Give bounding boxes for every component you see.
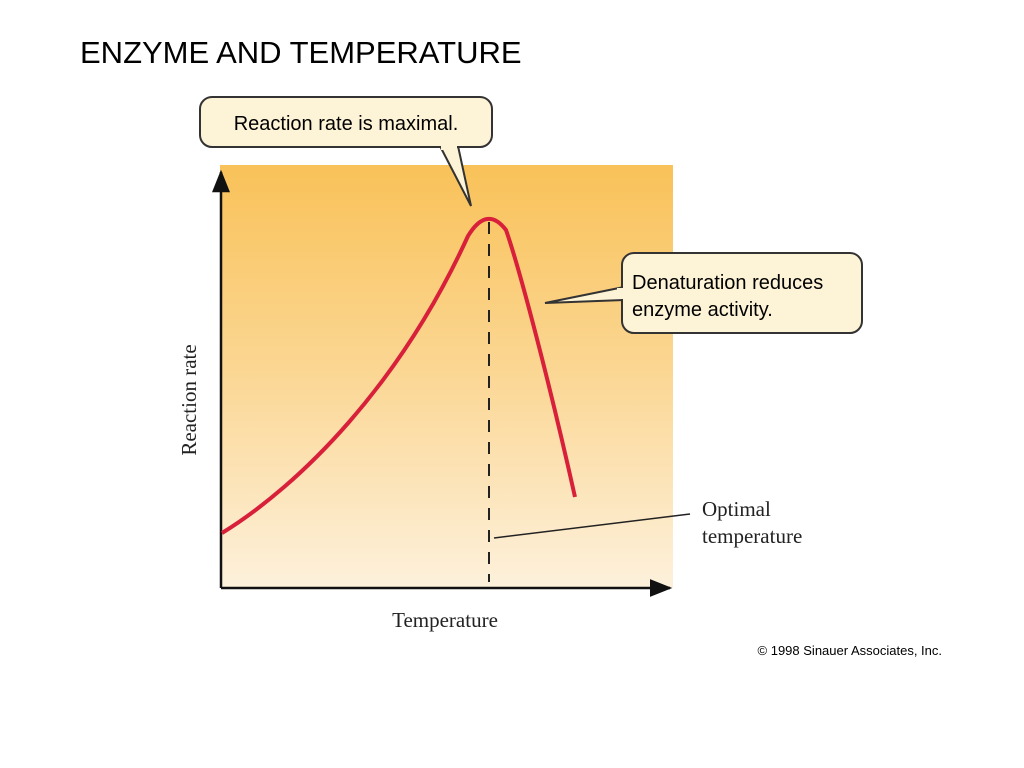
callout-text: Denaturation reduces: [632, 272, 823, 294]
callout-text: enzyme activity.: [632, 299, 773, 321]
plot-background: [220, 165, 673, 588]
credit: © 1998 Sinauer Associates, Inc.: [758, 643, 942, 658]
slide-title: ENZYME AND TEMPERATURE: [80, 35, 522, 70]
rate-curve: [220, 217, 577, 535]
callout-denature: Denaturation reduces enzyme activity.: [544, 252, 863, 334]
callout-text: Reaction rate is maximal.: [234, 113, 459, 135]
optimum-label: Optimal: [702, 497, 771, 521]
callout-max: Reaction rate is maximal.: [199, 96, 493, 207]
optimum-label: temperature: [702, 524, 802, 548]
optimum-leader: [493, 513, 691, 539]
x-axis-label: Temperature: [392, 608, 498, 632]
y-axis-label: Reaction rate: [177, 344, 201, 455]
